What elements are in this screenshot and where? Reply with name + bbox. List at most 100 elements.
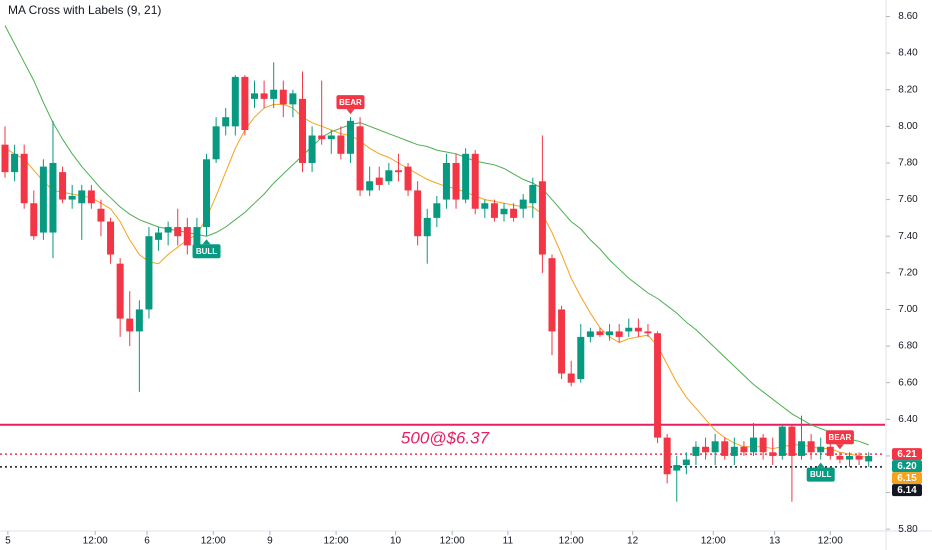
candle-body [59,172,67,200]
candle-body [682,459,690,466]
candle-body [68,195,76,200]
candle-body [625,327,633,332]
candle-body [807,441,815,453]
candle-body [241,76,249,131]
candle-body [193,227,201,246]
candle-body [356,126,364,191]
candle-body [279,89,287,105]
candle-body [231,76,239,127]
candle-body [663,437,671,475]
candle-body [654,333,662,438]
x-tick-label: 10 [390,536,402,547]
candle-body [615,331,623,337]
candle-body [87,190,95,204]
signal-box [825,430,854,445]
candle-body [519,199,527,209]
candle-body [414,190,422,237]
candle-body [135,309,143,332]
candle-body [366,181,374,191]
candle-body [730,446,738,456]
signal-box [192,244,221,259]
candle-body [836,455,844,460]
candle-body [510,208,518,218]
candle-body [634,327,642,332]
candle-body [346,120,354,154]
candle-body [673,465,681,471]
candle-body [500,208,508,215]
candle-body [375,177,383,185]
signal-label: BULL [810,470,831,479]
candle-body [798,441,806,456]
candle-body [164,227,172,233]
candle-body [452,162,460,200]
y-tick-label: 5.80 [898,524,918,535]
signal-pointer [816,462,825,468]
signal-pointer [202,239,211,245]
candle-body [577,336,585,380]
candle-body [212,126,220,160]
candle-body [337,135,345,154]
candle-body [404,166,412,191]
candle-body [126,318,134,332]
candle-body [692,446,700,456]
candle-body [174,227,182,237]
price-tag [892,472,922,485]
y-tick-label: 7.20 [898,267,918,278]
candle-body [20,153,28,204]
signal-box [336,95,365,110]
candle-body [529,184,537,204]
y-tick-label: 7.00 [898,304,918,315]
x-tick-label: 5 [5,536,11,547]
y-tick-label: 6.40 [898,414,918,425]
x-tick-label: 12 [627,536,639,547]
candle-body [855,455,863,460]
y-tick-label: 6.60 [898,377,918,388]
price-tag [892,448,922,461]
candle-body [769,452,777,456]
position-label: 500@$6.37 [401,428,490,447]
candle-body [39,166,47,233]
candle-body [11,153,19,173]
x-tick-label: 12:00 [201,536,226,547]
signal-label: BULL [196,247,217,256]
x-tick-label: 6 [144,536,150,547]
candle-body [644,331,652,334]
candle-body [740,446,748,453]
candle-body [596,331,604,336]
x-tick-label: 12:00 [818,536,843,547]
candle-body [78,190,86,204]
price-tag-label: 6.14 [897,485,917,496]
signal: BEAR [825,430,854,450]
candle-body [385,170,393,182]
candle-body [270,89,278,99]
price-tag [892,484,922,497]
y-tick-label: 8.00 [898,121,918,132]
candle-body [759,437,767,453]
y-tick-label: 8.60 [898,11,918,22]
candle-body [711,441,719,453]
y-tick-label: 6.80 [898,341,918,352]
price-tag-label: 6.21 [897,449,917,460]
candle-body [721,441,729,456]
chart-title: MA Cross with Labels (9, 21) [8,3,161,17]
signal: BULL [192,239,221,259]
candle-body [107,221,115,255]
y-tick-label: 7.60 [898,194,918,205]
candle-body [817,446,825,453]
price-tag-label: 6.20 [897,461,917,472]
candle-body [394,170,402,173]
x-tick-label: 12:00 [324,536,349,547]
x-tick-label: 12:00 [559,536,584,547]
x-tick-label: 9 [267,536,273,547]
candle-body [481,203,489,209]
signal: BULL [806,462,835,482]
candle-body [203,159,211,228]
x-tick-label: 13 [769,536,781,547]
candle-body [423,217,431,237]
signal-label: BEAR [339,98,362,107]
signal-pointer [346,109,355,115]
candle-body [586,331,594,337]
candle-body [462,153,470,200]
x-tick-label: 12:00 [701,536,726,547]
